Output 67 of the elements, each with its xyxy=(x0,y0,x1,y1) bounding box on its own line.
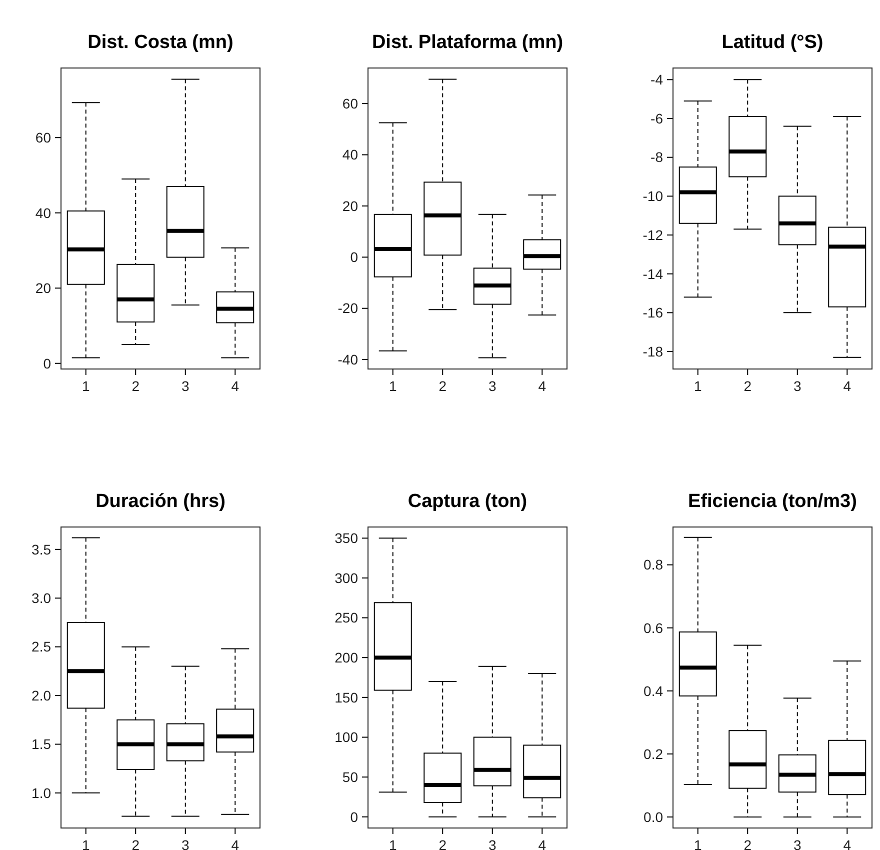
y-tick-label: 2.5 xyxy=(32,638,52,655)
x-tick-label: 2 xyxy=(744,378,752,394)
y-tick-label: -6 xyxy=(650,110,664,126)
y-tick-label: 50 xyxy=(342,768,358,785)
x-tick-label: 4 xyxy=(538,837,546,850)
y-tick-label: 0.2 xyxy=(644,746,664,762)
chart-title: Dist. Plataforma (mn) xyxy=(372,32,564,53)
y-tick-label: 60 xyxy=(342,95,358,112)
x-tick-label: 2 xyxy=(132,837,140,850)
y-tick-label: 60 xyxy=(35,130,52,146)
y-tick-label: 0 xyxy=(43,355,52,372)
x-tick-label: 1 xyxy=(694,378,702,394)
y-tick-label: 1.5 xyxy=(32,736,52,752)
y-tick-label: 250 xyxy=(334,610,358,626)
x-tick-label: 2 xyxy=(438,837,447,850)
y-tick-label: 20 xyxy=(35,280,52,296)
y-tick-label: 40 xyxy=(342,146,358,163)
x-tick-label: 1 xyxy=(82,378,90,394)
chart-title: Duración (hrs) xyxy=(96,491,226,512)
x-tick-label: 2 xyxy=(744,837,752,850)
y-tick-label: -16 xyxy=(642,304,664,321)
x-tick-label: 4 xyxy=(843,378,852,394)
y-tick-label: -8 xyxy=(650,149,664,166)
y-tick-label: 1.0 xyxy=(32,784,52,801)
x-tick-label: 4 xyxy=(231,837,240,850)
x-tick-label: 1 xyxy=(388,378,397,394)
y-tick-label: 200 xyxy=(334,649,358,666)
y-tick-label: -40 xyxy=(338,351,358,368)
y-tick-label: 3.0 xyxy=(32,590,52,606)
chart-title: Eficiencia (ton/m3) xyxy=(688,491,857,512)
y-tick-label: -4 xyxy=(650,72,664,88)
y-tick-label: 350 xyxy=(334,530,358,546)
x-tick-label: 2 xyxy=(132,378,140,394)
x-tick-label: 1 xyxy=(388,837,397,850)
y-tick-label: -10 xyxy=(642,188,664,204)
x-tick-label: 4 xyxy=(231,378,240,394)
y-tick-label: 100 xyxy=(334,729,358,746)
y-tick-label: 3.5 xyxy=(32,541,52,558)
y-tick-label: 300 xyxy=(334,570,358,586)
x-tick-label: 4 xyxy=(538,378,546,394)
x-tick-label: 3 xyxy=(488,378,496,394)
x-tick-label: 4 xyxy=(843,837,852,850)
y-tick-label: 0.0 xyxy=(644,808,664,825)
chart-title: Captura (ton) xyxy=(408,491,528,512)
y-tick-label: 0 xyxy=(350,249,358,266)
x-tick-label: 1 xyxy=(694,837,702,850)
x-tick-label: 1 xyxy=(82,837,90,850)
y-tick-label: -12 xyxy=(642,226,664,243)
y-tick-label: -14 xyxy=(642,266,664,282)
y-tick-label: 40 xyxy=(35,204,52,221)
y-tick-label: 0.6 xyxy=(644,620,664,636)
x-tick-label: 3 xyxy=(181,837,190,850)
x-tick-label: 3 xyxy=(793,378,802,394)
y-tick-label: 20 xyxy=(342,198,358,214)
y-tick-label: -18 xyxy=(642,343,664,360)
y-tick-label: -20 xyxy=(338,300,358,316)
y-tick-label: 150 xyxy=(334,689,358,706)
x-tick-label: 3 xyxy=(488,837,496,850)
y-tick-label: 0 xyxy=(350,808,358,825)
y-tick-label: 0.8 xyxy=(644,556,664,573)
y-tick-label: 0.4 xyxy=(644,682,664,699)
chart-title: Dist. Costa (mn) xyxy=(88,32,234,53)
chart-title: Latitud (°S) xyxy=(722,32,824,53)
x-tick-label: 3 xyxy=(181,378,190,394)
x-tick-label: 3 xyxy=(793,837,802,850)
x-tick-label: 2 xyxy=(438,378,447,394)
y-tick-label: 2.0 xyxy=(32,687,52,704)
